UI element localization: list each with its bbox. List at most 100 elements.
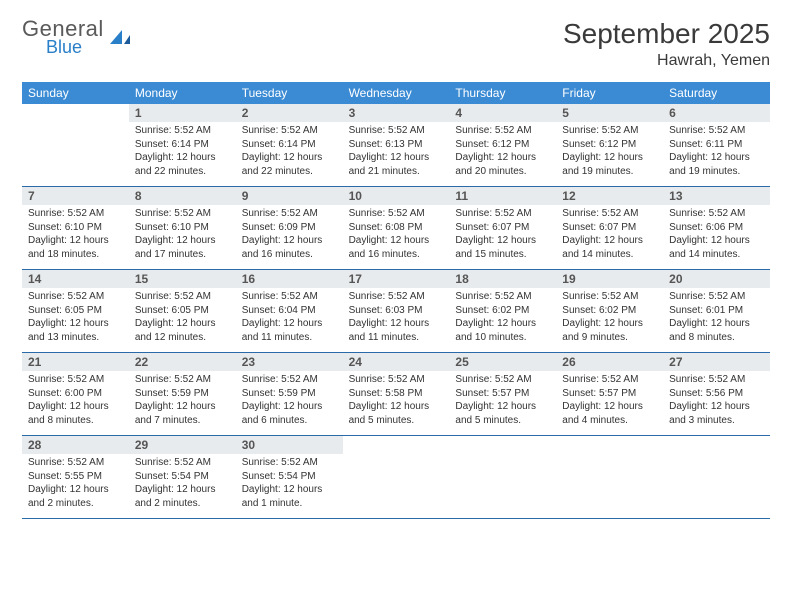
day-cell: 11Sunrise: 5:52 AMSunset: 6:07 PMDayligh… (449, 187, 556, 269)
sunrise-text: Sunrise: 5:52 AM (28, 290, 123, 304)
day-number: 6 (663, 104, 770, 122)
day-cell: 9Sunrise: 5:52 AMSunset: 6:09 PMDaylight… (236, 187, 343, 269)
day-number: 13 (663, 187, 770, 205)
sunset-text: Sunset: 6:08 PM (349, 221, 444, 235)
sunrise-text: Sunrise: 5:52 AM (455, 290, 550, 304)
daylight-text: Daylight: 12 hours and 22 minutes. (135, 151, 230, 178)
day-number: 29 (129, 436, 236, 454)
day-number: 21 (22, 353, 129, 371)
day-number: 16 (236, 270, 343, 288)
day-body: Sunrise: 5:52 AMSunset: 6:03 PMDaylight:… (343, 288, 450, 348)
week-row: 1Sunrise: 5:52 AMSunset: 6:14 PMDaylight… (22, 104, 770, 187)
day-cell: 10Sunrise: 5:52 AMSunset: 6:08 PMDayligh… (343, 187, 450, 269)
day-body: Sunrise: 5:52 AMSunset: 6:02 PMDaylight:… (556, 288, 663, 348)
calendar: Sunday Monday Tuesday Wednesday Thursday… (22, 82, 770, 519)
sunrise-text: Sunrise: 5:52 AM (135, 124, 230, 138)
day-body: Sunrise: 5:52 AMSunset: 6:12 PMDaylight:… (556, 122, 663, 182)
day-number: 25 (449, 353, 556, 371)
sunset-text: Sunset: 5:57 PM (455, 387, 550, 401)
sunset-text: Sunset: 6:07 PM (455, 221, 550, 235)
sunset-text: Sunset: 6:13 PM (349, 138, 444, 152)
day-body: Sunrise: 5:52 AMSunset: 6:04 PMDaylight:… (236, 288, 343, 348)
day-number: 20 (663, 270, 770, 288)
day-number: 7 (22, 187, 129, 205)
day-cell: 25Sunrise: 5:52 AMSunset: 5:57 PMDayligh… (449, 353, 556, 435)
day-body: Sunrise: 5:52 AMSunset: 6:13 PMDaylight:… (343, 122, 450, 182)
day-cell (663, 436, 770, 518)
day-number: 1 (129, 104, 236, 122)
sunrise-text: Sunrise: 5:52 AM (135, 290, 230, 304)
day-body: Sunrise: 5:52 AMSunset: 5:59 PMDaylight:… (129, 371, 236, 431)
day-cell: 14 Sunrise: 5:52 AMSunset: 6:05 PMDayligh… (22, 270, 129, 352)
sunset-text: Sunset: 6:05 PM (28, 304, 123, 318)
sunset-text: Sunset: 6:14 PM (242, 138, 337, 152)
day-cell: 6 Sunrise: 5:52 AMSunset: 6:11 PMDaylight… (663, 104, 770, 186)
day-number (449, 436, 556, 440)
sunset-text: Sunset: 6:11 PM (669, 138, 764, 152)
day-number: 14 (22, 270, 129, 288)
sunrise-text: Sunrise: 5:52 AM (669, 124, 764, 138)
weekday-friday: Friday (556, 82, 663, 104)
daylight-text: Daylight: 12 hours and 10 minutes. (455, 317, 550, 344)
sail-icon (108, 28, 132, 46)
sunset-text: Sunset: 5:59 PM (135, 387, 230, 401)
weekday-wednesday: Wednesday (343, 82, 450, 104)
day-cell: 12Sunrise: 5:52 AMSunset: 6:07 PMDayligh… (556, 187, 663, 269)
sunrise-text: Sunrise: 5:52 AM (135, 456, 230, 470)
day-body: Sunrise: 5:52 AMSunset: 6:09 PMDaylight:… (236, 205, 343, 265)
sunrise-text: Sunrise: 5:52 AM (242, 456, 337, 470)
daylight-text: Daylight: 12 hours and 5 minutes. (455, 400, 550, 427)
day-number (556, 436, 663, 440)
sunrise-text: Sunrise: 5:52 AM (455, 124, 550, 138)
day-number (343, 436, 450, 440)
day-body: Sunrise: 5:52 AMSunset: 6:07 PMDaylight:… (556, 205, 663, 265)
day-cell: 2Sunrise: 5:52 AMSunset: 6:14 PMDaylight… (236, 104, 343, 186)
day-body: Sunrise: 5:52 AMSunset: 5:57 PMDaylight:… (449, 371, 556, 431)
title-block: September 2025 Hawrah, Yemen (563, 18, 770, 70)
weekday-monday: Monday (129, 82, 236, 104)
sunset-text: Sunset: 6:03 PM (349, 304, 444, 318)
sunrise-text: Sunrise: 5:52 AM (242, 373, 337, 387)
daylight-text: Daylight: 12 hours and 2 minutes. (135, 483, 230, 510)
daylight-text: Daylight: 12 hours and 22 minutes. (242, 151, 337, 178)
day-body: Sunrise: 5:52 AMSunset: 6:14 PMDaylight:… (236, 122, 343, 182)
sunrise-text: Sunrise: 5:52 AM (28, 207, 123, 221)
sunset-text: Sunset: 6:02 PM (455, 304, 550, 318)
sunset-text: Sunset: 5:59 PM (242, 387, 337, 401)
sunrise-text: Sunrise: 5:52 AM (242, 207, 337, 221)
sunrise-text: Sunrise: 5:52 AM (562, 373, 657, 387)
weekday-sunday: Sunday (22, 82, 129, 104)
week-row: 14Sunrise: 5:52 AMSunset: 6:05 PMDayligh… (22, 270, 770, 353)
daylight-text: Daylight: 12 hours and 6 minutes. (242, 400, 337, 427)
day-number: 30 (236, 436, 343, 454)
sunrise-text: Sunrise: 5:52 AM (455, 373, 550, 387)
day-body: Sunrise: 5:52 AMSunset: 6:08 PMDaylight:… (343, 205, 450, 265)
sunrise-text: Sunrise: 5:52 AM (562, 207, 657, 221)
day-cell: 13Sunrise: 5:52 AMSunset: 6:06 PMDayligh… (663, 187, 770, 269)
day-body: Sunrise: 5:52 AMSunset: 6:00 PMDaylight:… (22, 371, 129, 431)
day-number: 10 (343, 187, 450, 205)
daylight-text: Daylight: 12 hours and 11 minutes. (349, 317, 444, 344)
sunrise-text: Sunrise: 5:52 AM (28, 456, 123, 470)
daylight-text: Daylight: 12 hours and 19 minutes. (669, 151, 764, 178)
daylight-text: Daylight: 12 hours and 7 minutes. (135, 400, 230, 427)
day-number (663, 436, 770, 440)
day-body: Sunrise: 5:52 AMSunset: 6:10 PMDaylight:… (129, 205, 236, 265)
daylight-text: Daylight: 12 hours and 15 minutes. (455, 234, 550, 261)
day-number: 18 (449, 270, 556, 288)
sunrise-text: Sunrise: 5:52 AM (349, 290, 444, 304)
day-number: 8 (129, 187, 236, 205)
sunset-text: Sunset: 5:54 PM (135, 470, 230, 484)
sunrise-text: Sunrise: 5:52 AM (28, 373, 123, 387)
sunset-text: Sunset: 6:05 PM (135, 304, 230, 318)
sunrise-text: Sunrise: 5:52 AM (242, 124, 337, 138)
sunset-text: Sunset: 6:12 PM (455, 138, 550, 152)
day-body: Sunrise: 5:52 AMSunset: 5:57 PMDaylight:… (556, 371, 663, 431)
daylight-text: Daylight: 12 hours and 14 minutes. (669, 234, 764, 261)
day-number: 24 (343, 353, 450, 371)
sunset-text: Sunset: 6:06 PM (669, 221, 764, 235)
daylight-text: Daylight: 12 hours and 18 minutes. (28, 234, 123, 261)
day-body: Sunrise: 5:52 AMSunset: 6:10 PMDaylight:… (22, 205, 129, 265)
daylight-text: Daylight: 12 hours and 13 minutes. (28, 317, 123, 344)
day-cell (556, 436, 663, 518)
